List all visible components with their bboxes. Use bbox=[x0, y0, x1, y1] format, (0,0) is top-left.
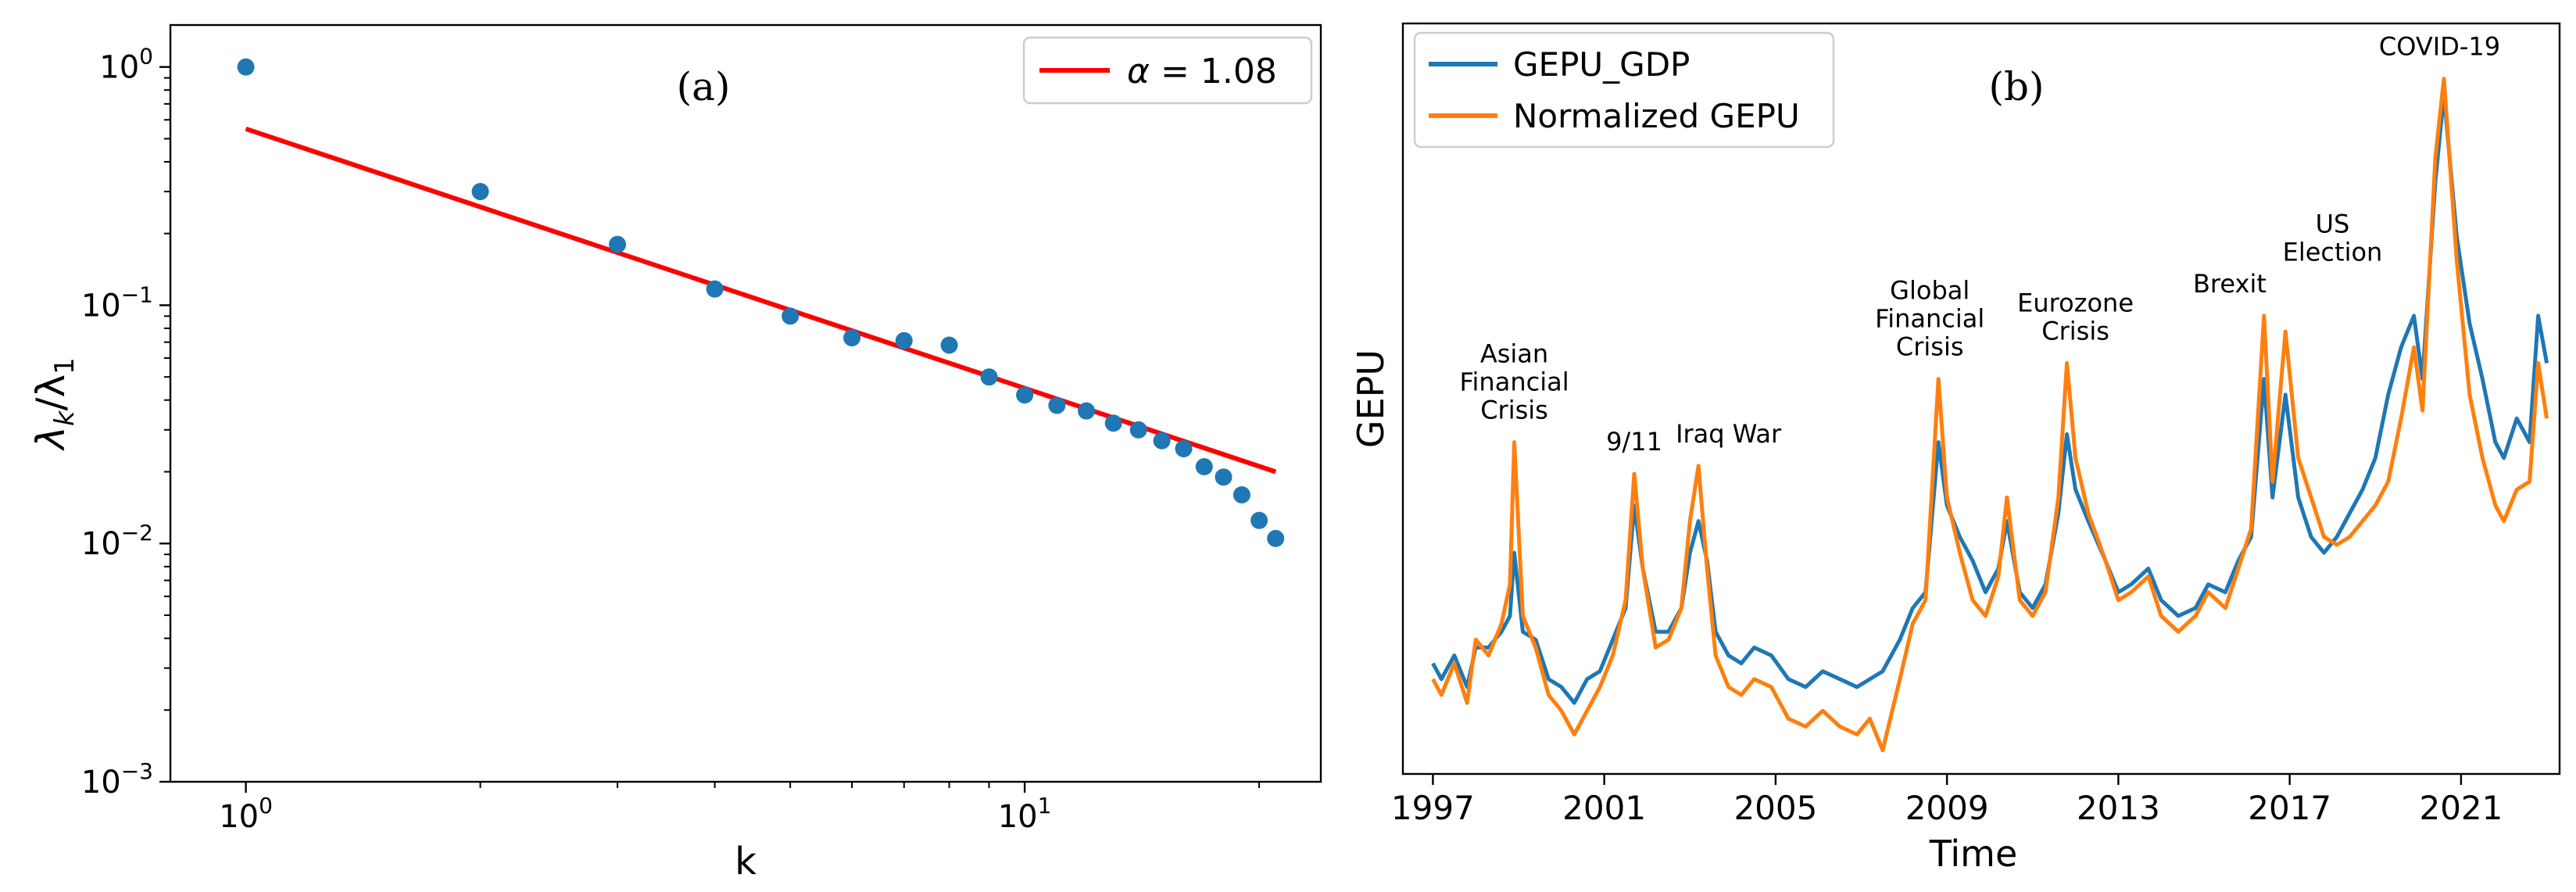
x-tick-label: 2005 bbox=[1733, 789, 1817, 827]
data-point bbox=[706, 280, 724, 298]
x-tick-label: 2009 bbox=[1905, 789, 1989, 827]
annotation-label: Global bbox=[1890, 276, 1970, 306]
legend-box bbox=[1413, 31, 1835, 149]
annotation-label: Crisis bbox=[2041, 317, 2109, 346]
data-point bbox=[1078, 402, 1096, 420]
x-tick-label: 1997 bbox=[1391, 789, 1475, 827]
y-tick-label: 100 bbox=[99, 44, 153, 86]
legend-label-1: Normalized GEPU bbox=[1513, 97, 1800, 135]
x-tick-label: 101 bbox=[998, 793, 1052, 835]
panel-label-a: (a) bbox=[677, 64, 731, 109]
annotation-label: COVID-19 bbox=[2379, 32, 2500, 62]
data-point bbox=[1250, 511, 1268, 529]
y-tick-label: 10−3 bbox=[81, 758, 153, 801]
legend-a: α = 1.08 bbox=[1022, 36, 1313, 105]
panel-a-chart: 100 101 100 10−1 10−2 10−3 (a) k λk/λ1 α = 1.08 bbox=[28, 23, 1322, 883]
data-point bbox=[843, 329, 861, 347]
data-point bbox=[980, 368, 998, 386]
x-tick-label: 2021 bbox=[2419, 789, 2503, 827]
fit-line bbox=[245, 126, 1277, 475]
data-point bbox=[1016, 386, 1034, 404]
plot-frame bbox=[1401, 22, 2561, 776]
y-tick-label: 10−1 bbox=[81, 281, 153, 324]
legend-label-fit: α = 1.08 bbox=[1127, 52, 1277, 91]
data-point bbox=[940, 336, 958, 354]
legend-box bbox=[1022, 36, 1313, 105]
legend-label-0: GEPU_GDP bbox=[1513, 45, 1690, 84]
series-line-1 bbox=[1431, 77, 2549, 753]
x-tick-label: 2017 bbox=[2248, 789, 2331, 827]
y-tick-label: 10−2 bbox=[81, 520, 153, 562]
x-axis-label: Time bbox=[1929, 833, 2018, 875]
data-point bbox=[895, 331, 913, 349]
data-point bbox=[1048, 396, 1066, 414]
data-point bbox=[1129, 421, 1147, 439]
annotation-label: Crisis bbox=[1896, 332, 1964, 362]
data-point bbox=[1153, 432, 1171, 450]
legend-b: GEPU_GDP Normalized GEPU bbox=[1413, 31, 1835, 149]
data-point bbox=[471, 183, 489, 201]
plot-frame bbox=[169, 23, 1322, 783]
annotation-label: Eurozone bbox=[2017, 288, 2134, 318]
data-point bbox=[1267, 529, 1285, 547]
data-point bbox=[609, 235, 627, 253]
data-point bbox=[1104, 414, 1122, 432]
x-axis-label: k bbox=[735, 840, 757, 883]
annotation-label: Financial bbox=[1459, 367, 1569, 397]
annotation-label: Brexit bbox=[2193, 269, 2267, 299]
x-tick-label: 100 bbox=[219, 793, 273, 835]
annotation-label: 9/11 bbox=[1606, 427, 1662, 457]
annotation-label: Election bbox=[2283, 237, 2383, 267]
data-point bbox=[1215, 468, 1233, 486]
series-line-0 bbox=[1431, 92, 2549, 705]
x-tick-label: 2013 bbox=[2077, 789, 2160, 827]
data-point bbox=[782, 307, 800, 325]
y-axis-label: λk/λ1 bbox=[28, 357, 80, 451]
annotation-label: Asian bbox=[1480, 339, 1548, 369]
annotation-label: Crisis bbox=[1480, 396, 1548, 425]
annotation-label: Iraq War bbox=[1676, 419, 1782, 449]
panel-b-chart: 1997 2001 2005 2009 2013 2017 2021AsianFinanci… bbox=[1350, 22, 2561, 875]
annotation-label: US bbox=[2316, 209, 2350, 238]
data-point bbox=[1195, 458, 1213, 476]
data-point bbox=[1175, 439, 1193, 457]
data-point bbox=[237, 58, 255, 76]
annotation-label: Financial bbox=[1875, 304, 1984, 334]
data-point bbox=[1233, 486, 1250, 504]
panel-label-b: (b) bbox=[1988, 64, 2044, 109]
y-axis-label: GEPU bbox=[1350, 349, 1392, 448]
x-tick-label: 2001 bbox=[1562, 789, 1646, 827]
